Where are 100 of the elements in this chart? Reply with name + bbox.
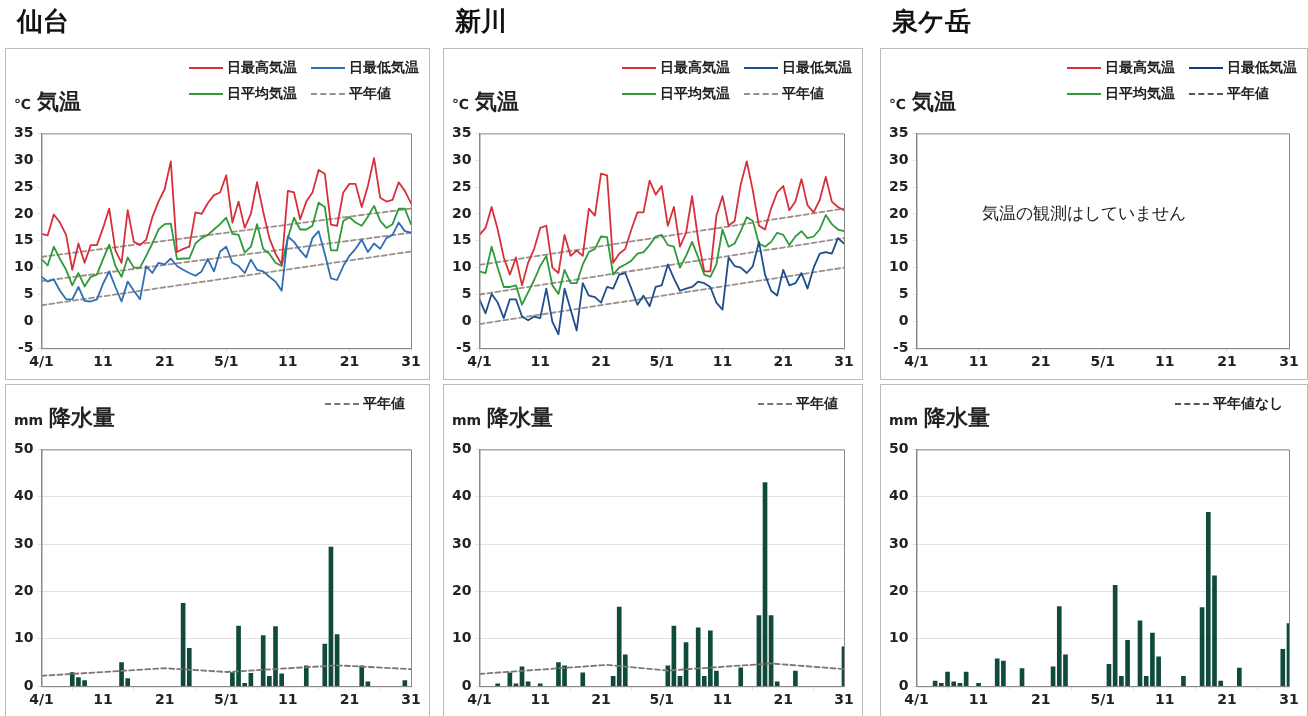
legend-label: 日最高気温 (1105, 59, 1175, 77)
y-tick-label: 25 (889, 177, 909, 194)
x-tick-label: 31 (401, 353, 421, 370)
y-tick-label: 30 (14, 150, 34, 167)
chart-subtitle: 降水量 (487, 405, 554, 430)
x-tick-label: 31 (401, 691, 421, 708)
y-tick-label: 50 (889, 440, 909, 457)
y-tick-label: 0 (461, 676, 472, 693)
x-tick-label: 21 (1030, 353, 1051, 370)
y-tick-label: 0 (23, 676, 34, 693)
x-tick-label: 11 (93, 691, 113, 708)
x-tick-label: 4/1 (904, 691, 929, 708)
y-tick-label: 50 (14, 440, 34, 457)
bar (359, 665, 365, 687)
y-tick-label: 10 (14, 629, 34, 646)
y-tick-label: -5 (17, 338, 34, 355)
y-tick-label: 5 (23, 285, 34, 302)
annotation: 気温の観測はしていません (982, 203, 1187, 224)
y-tick-label: 30 (452, 534, 472, 551)
y-tick-label: 15 (889, 231, 909, 248)
y-tick-label: 40 (452, 487, 472, 504)
x-tick-label: 21 (154, 353, 175, 370)
x-tick-label: 11 (278, 691, 298, 708)
y-axis-title: mm (889, 412, 919, 428)
y-tick-label: 30 (14, 534, 34, 551)
y-axis-title: ℃ (14, 96, 31, 112)
legend-label: 日平均気温 (660, 85, 730, 103)
y-tick-label: 5 (898, 285, 909, 302)
legend-label: 日最低気温 (782, 59, 852, 77)
y-tick-label: 20 (14, 204, 34, 221)
y-tick-label: 10 (452, 258, 472, 275)
bar (1181, 675, 1186, 687)
x-tick-label: 5/1 (649, 353, 675, 370)
y-tick-label: 0 (461, 311, 472, 328)
legend-label: 平年値 (349, 85, 391, 103)
y-tick-label: 25 (14, 177, 34, 194)
y-axis-title: ℃ (452, 96, 469, 112)
y-tick-label: 10 (452, 629, 472, 646)
y-tick-label: 30 (452, 150, 472, 167)
x-tick-label: 31 (1279, 353, 1299, 370)
x-tick-label: 31 (834, 353, 854, 370)
y-tick-label: 35 (14, 124, 34, 141)
y-tick-label: 10 (889, 629, 909, 646)
y-tick-label: 5 (461, 285, 472, 302)
y-tick-label: 40 (14, 487, 34, 504)
y-tick-label: 10 (889, 258, 909, 275)
y-tick-label: 15 (452, 231, 472, 248)
y-tick-label: 35 (452, 124, 472, 141)
x-tick-label: 11 (968, 691, 989, 708)
y-tick-label: 20 (889, 582, 909, 599)
y-tick-label: 10 (14, 258, 34, 275)
bar (665, 665, 671, 687)
x-tick-label: 11 (530, 353, 550, 370)
x-tick-label: 5/1 (213, 353, 239, 370)
legend-label: 平年値 (796, 395, 838, 413)
bar (774, 681, 780, 687)
x-tick-label: 21 (1217, 691, 1237, 708)
y-tick-label: 20 (452, 582, 472, 599)
x-tick-label: 11 (1155, 353, 1175, 370)
x-tick-label: 5/1 (1090, 353, 1116, 370)
bar (793, 670, 798, 687)
x-tick-label: 21 (154, 691, 175, 708)
legend-label: 平年値なし (1213, 395, 1283, 413)
y-tick-label: 30 (889, 534, 909, 551)
x-tick-label: 5/1 (213, 691, 239, 708)
bar (580, 672, 586, 687)
legend-label: 日最低気温 (349, 59, 419, 77)
line-series (479, 662, 844, 675)
y-tick-label: 25 (452, 177, 472, 194)
x-tick-label: 11 (93, 353, 113, 370)
x-tick-label: 21 (1030, 691, 1051, 708)
y-axis-title: mm (452, 412, 482, 428)
y-tick-label: 0 (898, 311, 909, 328)
x-tick-label: 21 (773, 353, 793, 370)
y-tick-label: 30 (889, 150, 909, 167)
x-tick-label: 21 (339, 691, 360, 708)
chart-subtitle: 降水量 (924, 405, 991, 430)
x-tick-label: 4/1 (29, 353, 54, 370)
legend-label: 日最低気温 (1227, 59, 1297, 77)
y-tick-label: 50 (452, 440, 472, 457)
y-tick-label: 40 (889, 487, 909, 504)
x-tick-label: 21 (591, 353, 611, 370)
y-tick-label: 20 (889, 204, 909, 221)
chart-title: 新川 (455, 5, 507, 38)
x-tick-label: 5/1 (649, 691, 675, 708)
bar (976, 683, 981, 687)
bar (186, 647, 192, 687)
x-tick-label: 21 (591, 691, 611, 708)
x-tick-label: 4/1 (29, 691, 54, 708)
y-tick-label: -5 (892, 338, 909, 355)
x-tick-label: 31 (834, 691, 854, 708)
x-tick-label: 4/1 (467, 353, 492, 370)
x-tick-label: 4/1 (904, 353, 929, 370)
y-tick-label: -5 (455, 338, 472, 355)
bar (1237, 667, 1242, 687)
y-axis-title: ℃ (889, 96, 906, 112)
legend-label: 平年値 (782, 85, 824, 103)
chart-title: 泉ケ岳 (892, 5, 971, 38)
x-tick-label: 5/1 (1090, 691, 1116, 708)
chart-subtitle: 気温 (474, 89, 519, 114)
